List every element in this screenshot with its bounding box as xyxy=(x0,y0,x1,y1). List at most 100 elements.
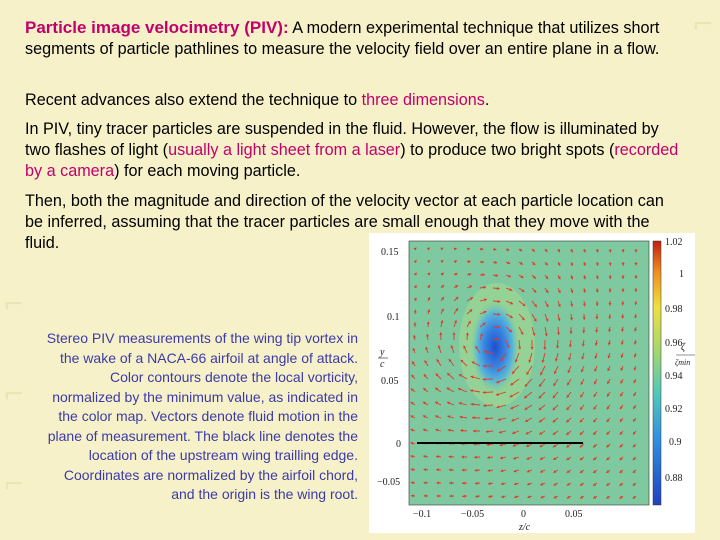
velocity-vector-head xyxy=(557,304,561,307)
velocity-vector-head xyxy=(526,371,530,375)
velocity-vector-head xyxy=(525,431,529,435)
paragraph-tracer-particles: In PIV, tiny tracer particles are suspen… xyxy=(25,119,685,182)
velocity-vector-head xyxy=(440,320,444,324)
velocity-vector-head xyxy=(424,360,428,364)
velocity-vector-head xyxy=(499,443,503,447)
velocity-vector-head xyxy=(594,342,598,346)
velocity-vector-head xyxy=(507,261,511,265)
y-axis: 0.15 0.1 0.05 0 −0.05 y c xyxy=(377,247,401,488)
velocity-vector-head xyxy=(426,321,430,325)
velocity-vector-head xyxy=(461,468,465,472)
velocity-vector-head xyxy=(413,322,417,325)
velocity-vector-head xyxy=(448,468,452,472)
velocity-vector-head xyxy=(532,275,536,279)
velocity-vector-head xyxy=(494,260,498,264)
velocity-vector-head xyxy=(634,262,638,266)
velocity-vector-head xyxy=(582,249,586,253)
velocity-vector-head xyxy=(531,248,535,252)
velocity-vector-head xyxy=(427,272,431,276)
velocity-vector-head xyxy=(474,455,477,459)
velocity-vector-head xyxy=(435,428,439,432)
velocity-vector-head xyxy=(621,276,625,279)
velocity-vector-head xyxy=(470,375,474,379)
velocity-vector-head xyxy=(470,402,474,406)
velocity-vector-head xyxy=(634,249,638,253)
velocity-vector-head xyxy=(413,247,417,251)
velocity-vector-head xyxy=(553,457,557,460)
velocity-vector-head xyxy=(566,407,570,411)
velocity-vector-head xyxy=(527,482,531,486)
velocity-vector-head xyxy=(528,359,532,363)
velocity-vector-head xyxy=(497,325,501,329)
velocity-vector-head xyxy=(483,310,487,314)
velocity-vector-head xyxy=(508,274,512,278)
y-tick: −0.05 xyxy=(377,477,400,488)
velocity-vector-head xyxy=(485,430,489,434)
velocity-vector-head xyxy=(426,247,430,251)
colorbar-label-denominator: ζmin xyxy=(675,358,690,367)
velocity-vector-head xyxy=(619,418,623,422)
velocity-vector-head xyxy=(633,367,637,371)
velocity-vector-head xyxy=(410,468,414,472)
velocity-vector-head xyxy=(593,406,597,410)
velocity-vector-head xyxy=(619,457,623,461)
piv-title: Particle image velocimetry (PIV): xyxy=(25,18,289,37)
y-tick: 0.05 xyxy=(381,376,399,387)
colorbar-label: ζ xyxy=(681,342,686,353)
velocity-vector-head xyxy=(455,296,459,300)
velocity-vector-head xyxy=(437,345,441,349)
velocity-vector-head xyxy=(422,428,426,432)
colorbar-gradient xyxy=(652,240,662,506)
text-segment: ) for each moving particle. xyxy=(114,162,301,180)
paragraph-piv-definition: Particle image velocimetry (PIV): A mode… xyxy=(25,17,685,60)
velocity-vector-head xyxy=(633,418,636,422)
velocity-vector-head xyxy=(552,431,556,435)
velocity-vector-head xyxy=(566,482,570,486)
velocity-vector-head xyxy=(483,285,487,289)
velocity-vector-head xyxy=(436,359,440,363)
velocity-vector-head xyxy=(497,417,501,421)
velocity-vector-head xyxy=(608,289,612,293)
x-axis-label: z/c xyxy=(518,522,531,533)
velocity-vector-head xyxy=(467,320,471,324)
velocity-vector-head xyxy=(593,419,597,423)
velocity-vector-head xyxy=(553,495,557,499)
velocity-vector-head xyxy=(544,262,548,266)
velocity-vector-head xyxy=(454,285,459,288)
velocity-vector-head xyxy=(634,315,638,319)
y-axis-label-denominator: c xyxy=(380,359,385,370)
velocity-vector-head xyxy=(512,431,516,435)
velocity-vector-head xyxy=(620,393,623,397)
velocity-vector-head xyxy=(500,482,504,486)
velocity-vector-head xyxy=(511,418,515,422)
velocity-vector-head xyxy=(436,481,440,485)
colorbar-tick: 0.96 xyxy=(665,338,683,349)
velocity-vector-head xyxy=(632,457,636,461)
velocity-vector-head xyxy=(579,444,583,448)
velocity-vector-head xyxy=(606,419,610,423)
velocity-vector-head xyxy=(462,481,465,485)
x-tick: −0.1 xyxy=(413,509,431,520)
velocity-vector-head xyxy=(440,260,444,264)
velocity-vector-head xyxy=(413,285,417,289)
velocity-vector-head xyxy=(447,373,451,376)
velocity-vector-head xyxy=(580,394,584,398)
velocity-vector-head xyxy=(496,405,500,409)
vortex-core xyxy=(471,301,519,393)
velocity-vector-head xyxy=(632,482,636,486)
velocity-vector-head xyxy=(556,332,561,335)
piv-plot: 0.15 0.1 0.05 0 −0.05 y c −0.1 −0.05 0 0… xyxy=(377,237,695,533)
velocity-vector-head xyxy=(581,343,585,347)
velocity-vector-head xyxy=(469,309,473,313)
velocity-vector-head xyxy=(459,415,463,419)
velocity-vector-head xyxy=(518,346,522,350)
velocity-vector-head xyxy=(514,359,518,363)
velocity-vector-head xyxy=(566,419,570,423)
velocity-vector-head xyxy=(557,249,561,253)
velocity-vector-head xyxy=(633,380,637,384)
velocity-vector-head xyxy=(581,356,585,360)
velocity-vector-head xyxy=(427,260,431,264)
velocity-vector-head xyxy=(423,481,427,485)
velocity-vector-head xyxy=(435,373,439,377)
velocity-vector-head xyxy=(446,387,450,391)
